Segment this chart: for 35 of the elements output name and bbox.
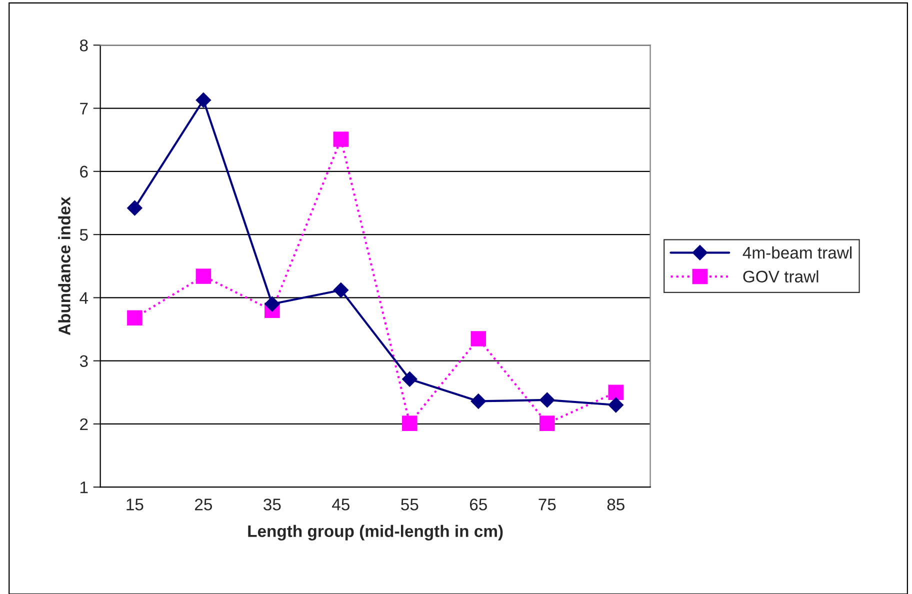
point	[196, 92, 212, 108]
y-tick-label: 6	[80, 166, 88, 178]
x-tick-label: 75	[538, 498, 556, 510]
point	[333, 132, 349, 147]
point	[470, 394, 486, 409]
point	[402, 372, 418, 387]
y-tick-label: 8	[80, 40, 88, 52]
x-axis-title: Length group (mid-length in cm)	[248, 524, 503, 540]
y-tick-label: 7	[80, 102, 88, 114]
x-tick-label: 45	[332, 498, 350, 510]
y-tick-label: 1	[80, 482, 88, 494]
point	[402, 416, 418, 431]
y-tick-label: 5	[80, 229, 88, 241]
x-tick-label: 15	[126, 498, 144, 510]
x-tick-label: 25	[195, 498, 212, 510]
point	[608, 397, 624, 413]
x-tick-label: 65	[470, 498, 487, 510]
legend-label: GOV trawl	[743, 270, 818, 283]
point	[127, 200, 142, 216]
y-tick-label: 3	[80, 355, 88, 368]
legend-label: 4m-beam trawl	[742, 246, 852, 259]
point	[540, 416, 555, 431]
point	[470, 331, 486, 346]
point	[264, 296, 280, 312]
y-tick-label: 4	[80, 292, 88, 304]
point	[608, 384, 624, 400]
x-tick-label: 85	[607, 498, 624, 510]
y-axis-title: Abundance index	[58, 196, 70, 336]
point	[196, 268, 212, 284]
y-tick-label: 2	[80, 418, 88, 430]
x-tick-label: 55	[401, 498, 418, 510]
point	[333, 282, 348, 298]
point	[540, 392, 555, 408]
x-tick-label: 35	[264, 498, 281, 510]
point	[127, 310, 142, 326]
